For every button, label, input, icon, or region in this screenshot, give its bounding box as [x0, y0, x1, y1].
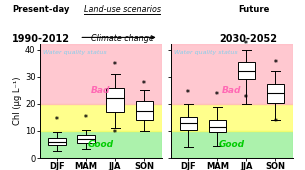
Text: *: * [113, 61, 117, 70]
Bar [171, 104, 293, 131]
Text: Water quality status: Water quality status [43, 50, 106, 55]
Bar [40, 44, 162, 104]
Text: Bad: Bad [222, 86, 242, 95]
Text: *: * [186, 89, 190, 98]
PathPatch shape [267, 83, 284, 103]
Text: Land-use scenarios: Land-use scenarios [84, 5, 160, 14]
Text: Water quality status: Water quality status [174, 50, 237, 55]
Text: *: * [244, 40, 248, 49]
Bar [40, 131, 162, 158]
Text: Bad: Bad [91, 86, 110, 95]
Text: *: * [84, 114, 88, 123]
PathPatch shape [48, 138, 66, 144]
Text: Good: Good [88, 140, 114, 149]
Bar [171, 44, 293, 104]
Text: *: * [274, 118, 277, 127]
Text: *: * [274, 59, 277, 68]
PathPatch shape [106, 88, 124, 112]
Y-axis label: Chl (μg L⁻¹): Chl (μg L⁻¹) [13, 77, 22, 125]
Text: Present-day: Present-day [12, 5, 70, 14]
Text: *: * [244, 94, 248, 103]
Text: *: * [215, 91, 219, 100]
Text: 1990-2012: 1990-2012 [12, 34, 70, 44]
Text: Future: Future [238, 5, 269, 14]
Bar [171, 131, 293, 158]
PathPatch shape [77, 135, 95, 143]
Text: *: * [142, 80, 146, 89]
PathPatch shape [238, 62, 255, 79]
PathPatch shape [180, 117, 197, 130]
Text: *: * [113, 129, 117, 138]
Text: Good: Good [219, 140, 245, 149]
Text: *: * [55, 116, 59, 125]
Text: Climate change: Climate change [91, 34, 153, 43]
PathPatch shape [135, 101, 153, 120]
Text: 2030-2052: 2030-2052 [220, 34, 278, 44]
Bar [40, 104, 162, 131]
PathPatch shape [209, 120, 226, 132]
